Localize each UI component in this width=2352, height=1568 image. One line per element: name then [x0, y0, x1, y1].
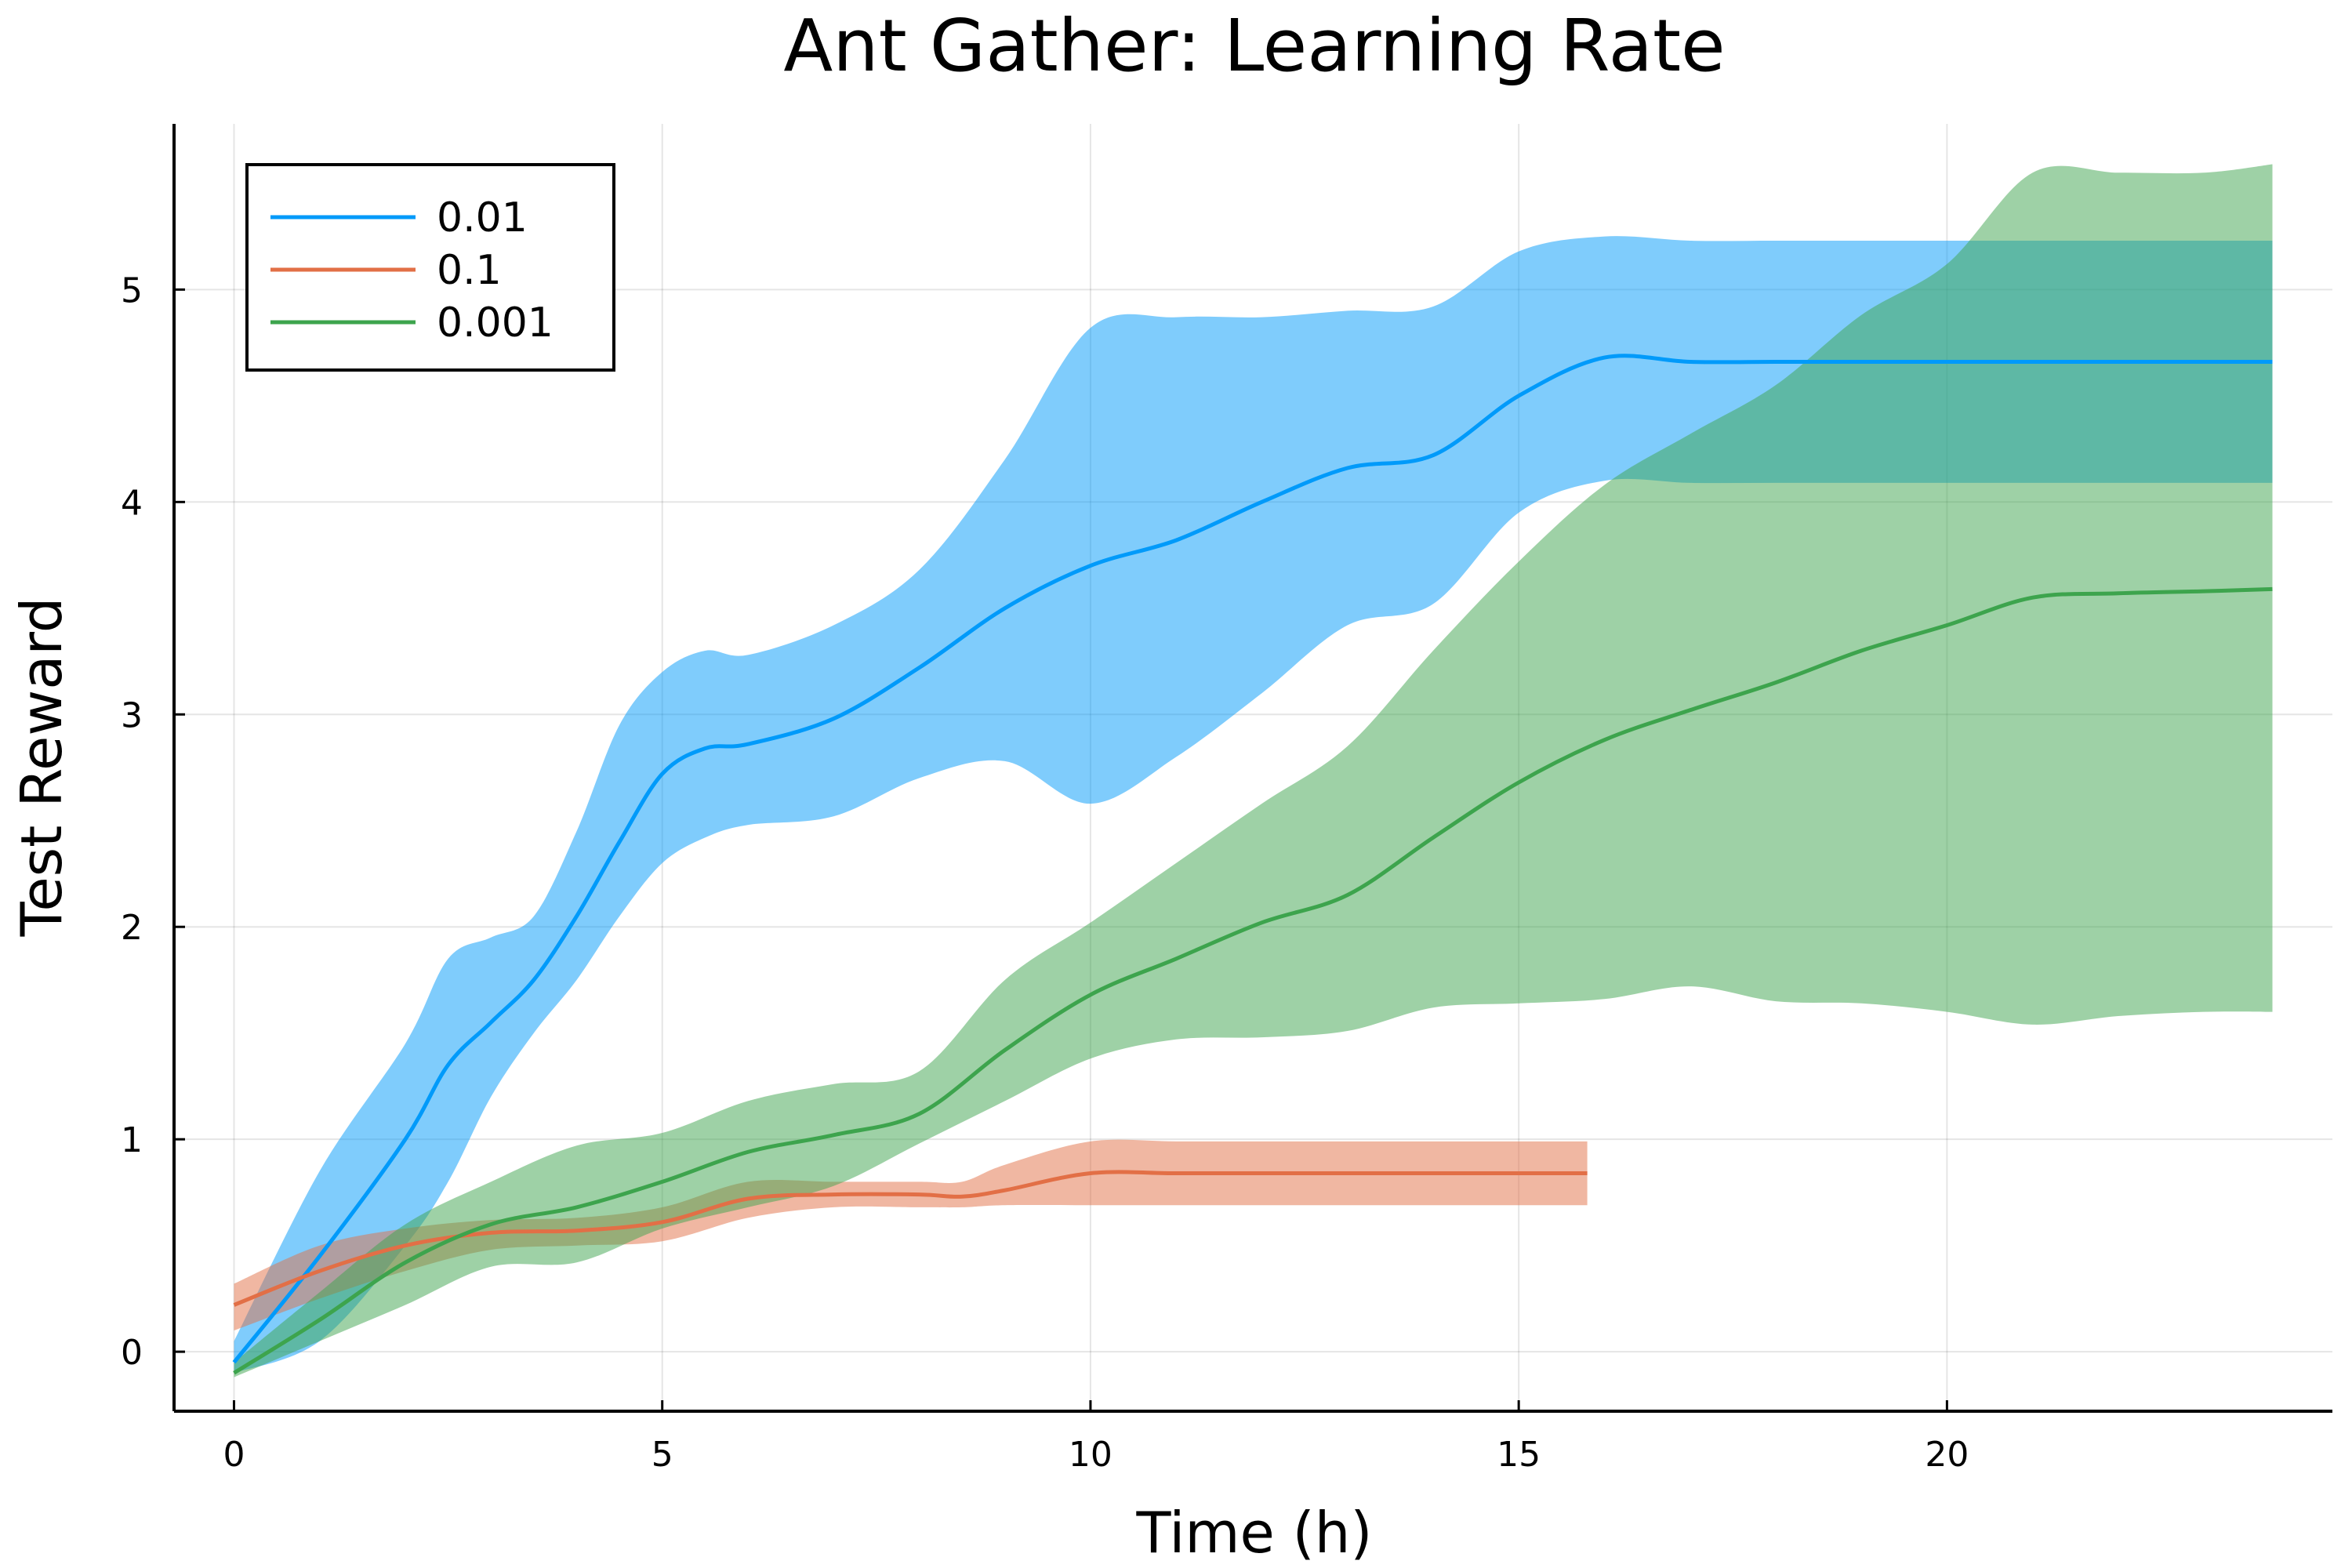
x-axis-title: Time (h) — [1136, 1500, 1373, 1566]
series-lines — [232, 354, 2273, 1375]
y-tick-label: 4 — [121, 483, 143, 523]
y-tick-label: 3 — [121, 695, 143, 735]
x-tick-label: 0 — [223, 1435, 245, 1475]
x-tick-label: 10 — [1069, 1435, 1112, 1475]
axes: 0 5 10 15 20 0 1 2 3 4 5 — [121, 124, 2332, 1475]
legend-label: 0.001 — [437, 299, 554, 347]
line-series-0.1 — [233, 1170, 1588, 1307]
x-tick-label: 20 — [1925, 1435, 1969, 1475]
legend: 0.01 0.1 0.001 — [245, 163, 615, 372]
line-series-0.01 — [232, 354, 2273, 1364]
chart-title: Ant Gather: Learning Rate — [783, 4, 1725, 88]
band-series-0.1 — [234, 1139, 1588, 1330]
x-tick-label: 15 — [1497, 1435, 1541, 1475]
x-tick-label: 5 — [652, 1435, 673, 1475]
legend-label: 0.01 — [437, 194, 528, 241]
y-tick-label: 5 — [121, 270, 143, 310]
legend-label: 0.1 — [437, 247, 502, 294]
y-tick-label: 1 — [121, 1120, 143, 1160]
legend-box — [245, 163, 615, 372]
band-series-0.001 — [234, 164, 2273, 1377]
y-tick-label: 0 — [121, 1333, 143, 1373]
y-tick-label: 2 — [121, 908, 143, 948]
y-axis-title: Test Reward — [9, 597, 74, 938]
line-series-0.001 — [233, 586, 2273, 1375]
